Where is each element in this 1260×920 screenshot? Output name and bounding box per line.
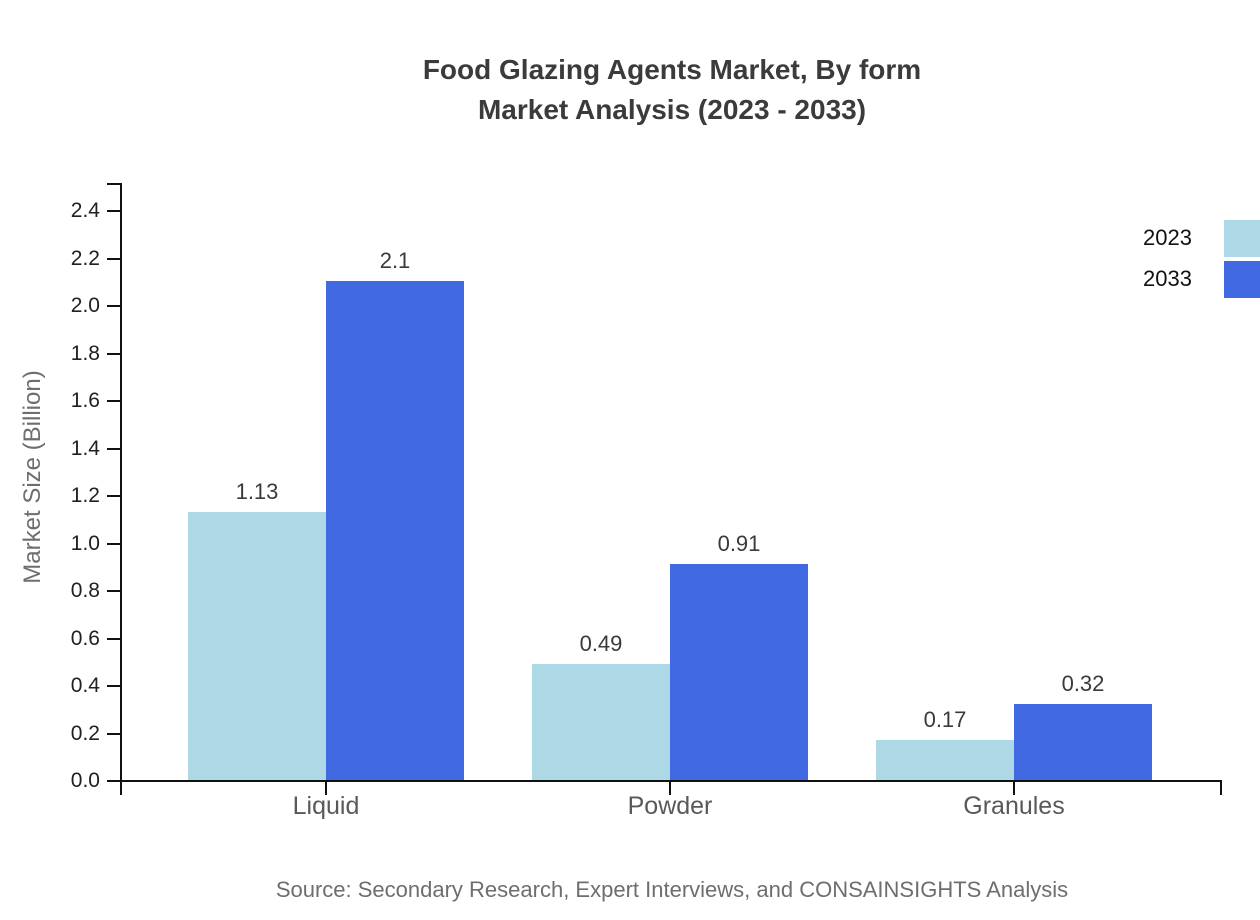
y-tick-label: 2.2 xyxy=(70,246,100,270)
legend-swatch-2023 xyxy=(1224,220,1260,257)
y-tick xyxy=(107,352,122,355)
y-tick xyxy=(107,305,122,307)
bar-value-label: 1.13 xyxy=(235,478,279,504)
bar-2023-granules xyxy=(876,739,1014,780)
category-label: Powder xyxy=(627,792,713,820)
y-tick-label: 0.6 xyxy=(70,626,100,650)
y-tick-label: 2.0 xyxy=(70,294,100,317)
bar-value-label: 0.49 xyxy=(579,630,623,656)
y-axis-title: Market Size (Billion) xyxy=(19,370,46,584)
y-axis-line xyxy=(120,183,122,795)
x-axis-endcap-tick xyxy=(1220,780,1222,795)
x-tick xyxy=(325,780,327,795)
legend-swatch-2033 xyxy=(1224,261,1260,298)
y-tick xyxy=(107,210,122,212)
y-tick-label: 0.8 xyxy=(70,579,100,602)
bar-value-label: 2.1 xyxy=(379,248,411,274)
bar-2023-liquid xyxy=(188,511,326,780)
legend-label-2023: 2023 xyxy=(1143,225,1192,250)
bar-value-label: 0.17 xyxy=(923,706,967,732)
y-tick-label: 2.4 xyxy=(70,199,100,222)
y-tick xyxy=(107,542,122,545)
y-tick-label: 1.0 xyxy=(70,531,100,555)
y-tick xyxy=(107,447,122,450)
chart-title-line2: Market Analysis (2023 - 2033) xyxy=(477,94,867,125)
y-tick xyxy=(107,637,122,640)
bar-2033-granules xyxy=(1014,704,1152,780)
bar-2033-powder xyxy=(670,563,808,780)
chart-title-line1: Food Glazing Agents Market, By form xyxy=(422,54,922,85)
bar-2033-liquid xyxy=(326,281,464,780)
chart-title: Food Glazing Agents Market, By form Mark… xyxy=(122,50,1222,130)
bar-value-label: 0.32 xyxy=(1061,671,1105,696)
y-tick-label: 1.4 xyxy=(70,436,100,460)
y-axis-endcap-tick xyxy=(107,183,122,185)
y-tick xyxy=(107,400,122,402)
y-tick-label: 1.8 xyxy=(70,341,100,365)
y-tick xyxy=(107,590,122,592)
bar-value-label: 0.91 xyxy=(717,530,761,556)
y-tick-label: 1.6 xyxy=(70,389,100,412)
x-tick xyxy=(1013,780,1015,795)
y-tick-label: 0.4 xyxy=(70,674,100,697)
legend-label-2033: 2033 xyxy=(1143,266,1192,291)
y-tick-label: 1.2 xyxy=(70,484,100,507)
bar-2023-powder xyxy=(532,663,670,780)
y-tick xyxy=(107,780,122,782)
category-label: Granules xyxy=(963,792,1065,820)
y-tick-label: 0.0 xyxy=(70,769,100,792)
y-tick xyxy=(107,495,122,497)
x-tick xyxy=(669,780,671,795)
y-tick xyxy=(107,257,122,260)
y-tick xyxy=(107,685,122,687)
y-tick xyxy=(107,732,122,735)
x-axis-line xyxy=(110,780,1222,782)
category-label: Liquid xyxy=(292,792,360,820)
source-note: Source: Secondary Research, Expert Inter… xyxy=(275,877,1069,902)
y-tick-label: 0.2 xyxy=(70,721,100,745)
